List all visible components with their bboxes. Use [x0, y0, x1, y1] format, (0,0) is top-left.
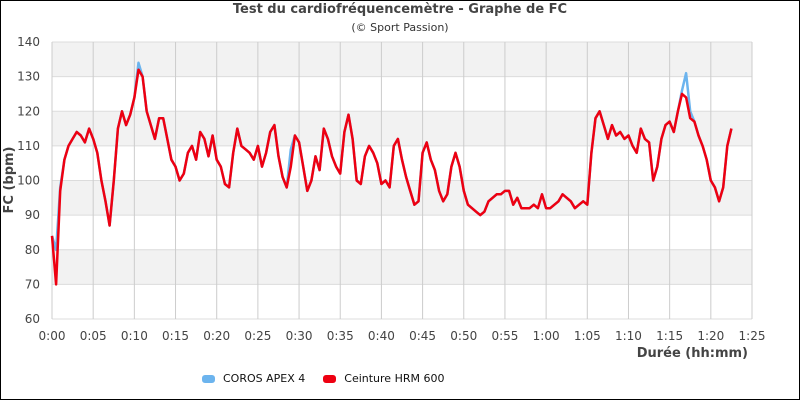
x-tick-label: 0:00	[39, 329, 66, 343]
x-tick-label: 1:05	[574, 329, 601, 343]
y-tick-label: 120	[17, 104, 40, 118]
x-tick-label: 1:25	[739, 329, 766, 343]
x-tick-label: 0:45	[409, 329, 436, 343]
x-tick-label: 1:20	[697, 329, 724, 343]
x-tick-label: 0:40	[368, 329, 395, 343]
y-tick-labels: 60 70 80 90 100 110 120 130 140	[17, 35, 40, 326]
legend-item-hrm600[interactable]: Ceinture HRM 600	[323, 372, 444, 385]
x-tick-label: 1:15	[656, 329, 683, 343]
legend-label: COROS APEX 4	[223, 372, 306, 385]
x-axis-label: Durée (hh:mm)	[637, 346, 748, 361]
x-tick-label: 0:25	[244, 329, 271, 343]
x-tick-label: 0:50	[450, 329, 477, 343]
x-tick-label: 1:10	[615, 329, 642, 343]
legend-label: Ceinture HRM 600	[344, 372, 445, 385]
x-tick-label: 0:15	[162, 329, 189, 343]
x-tick-label: 0:05	[80, 329, 107, 343]
x-tick-label: 1:00	[533, 329, 560, 343]
x-tick-label: 0:20	[203, 329, 230, 343]
y-tick-label: 60	[25, 312, 40, 326]
y-tick-label: 140	[17, 35, 40, 49]
chart-title: Test du cardiofréquencemètre - Graphe de…	[232, 2, 568, 17]
grid-bands	[52, 41, 752, 320]
vertical-gridlines	[51, 42, 753, 319]
y-tick-label: 80	[25, 243, 40, 257]
y-tick-label: 70	[25, 277, 40, 291]
legend-swatch-icon	[323, 374, 337, 383]
y-axis-label: FC (bpm)	[2, 147, 17, 214]
y-tick-label: 130	[17, 70, 40, 84]
x-tick-label: 0:35	[327, 329, 354, 343]
y-tick-label: 110	[17, 139, 40, 153]
series-line-1	[50, 68, 733, 286]
x-tick-label: 0:55	[491, 329, 518, 343]
legend: COROS APEX 4 Ceinture HRM 600	[202, 372, 444, 385]
chart-subtitle: (© Sport Passion)	[351, 21, 449, 34]
y-tick-label: 90	[25, 208, 40, 222]
legend-swatch-icon	[202, 374, 215, 383]
data-series	[50, 61, 733, 286]
x-tick-labels: 0:00 0:05 0:10 0:15 0:20 0:25 0:30 0:35 0:40 0:45…	[39, 329, 766, 343]
x-tick-label: 0:10	[121, 329, 148, 343]
y-tick-label: 100	[17, 174, 40, 188]
x-tick-label: 0:30	[286, 329, 313, 343]
legend-item-coros[interactable]: COROS APEX 4	[202, 372, 305, 385]
